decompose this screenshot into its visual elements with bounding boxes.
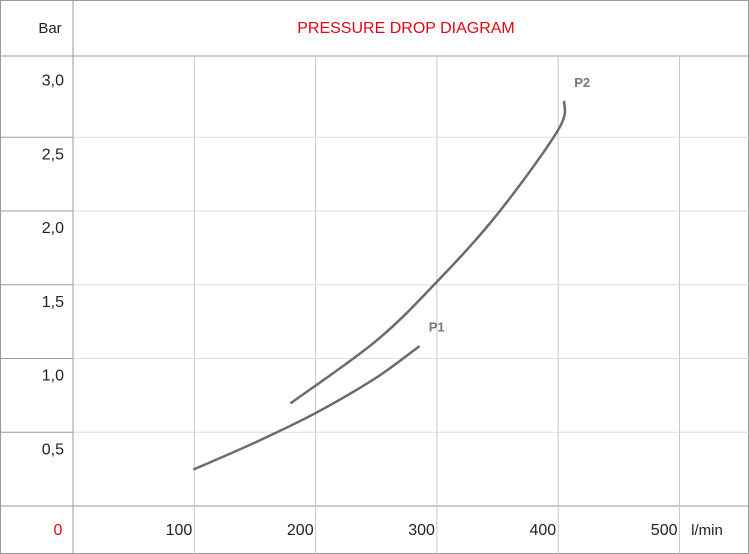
chart-title: PRESSURE DROP DIAGRAM xyxy=(297,20,515,37)
x-tick-label: 500 xyxy=(651,522,678,539)
x-tick-labels: 100 200 300 400 500 xyxy=(166,522,678,539)
series-line-p2 xyxy=(290,100,567,404)
x-tick-label: 400 xyxy=(529,522,556,539)
y-tick-label: 1,0 xyxy=(42,368,64,385)
series-line-p1 xyxy=(193,345,420,471)
y-tick-label: 1,5 xyxy=(42,294,64,311)
x-unit-label: l/min xyxy=(691,522,723,539)
y-tick-labels: 3,0 2,5 2,0 1,5 1,0 0,5 xyxy=(42,73,64,459)
origin-label: 0 xyxy=(54,522,63,539)
y-tick-label: 2,5 xyxy=(42,146,64,163)
y-tick-label: 0,5 xyxy=(42,441,64,458)
y-unit-label: Bar xyxy=(38,20,61,37)
x-tick-label: 300 xyxy=(408,522,435,539)
y-tick-label: 2,0 xyxy=(42,220,64,237)
y-tick-label: 3,0 xyxy=(42,73,64,90)
data-series xyxy=(193,100,567,471)
series-label-p1: P1 xyxy=(429,320,445,335)
x-tick-label: 200 xyxy=(287,522,314,539)
x-tick-label: 100 xyxy=(166,522,193,539)
series-labels: P1 P2 xyxy=(429,75,590,335)
grid-lines xyxy=(0,56,749,554)
series-label-p2: P2 xyxy=(574,75,590,90)
